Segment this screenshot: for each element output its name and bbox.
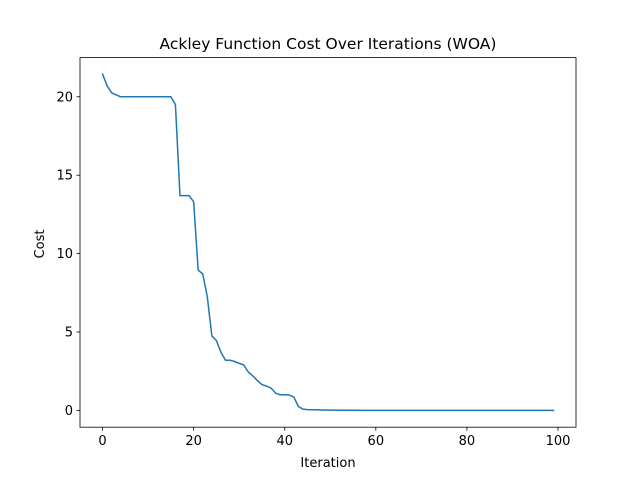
- x-tick-label: 20: [185, 434, 202, 449]
- series-line-0: [101, 73, 555, 412]
- y-tick-label: 0: [65, 404, 73, 419]
- x-tick-label: 80: [459, 434, 476, 449]
- y-tick-label: 20: [56, 90, 73, 105]
- x-axis-label: Iteration: [300, 456, 355, 471]
- y-tick-label: 15: [56, 169, 73, 184]
- plot-frame: [79, 57, 577, 428]
- y-tick-label: 10: [56, 247, 73, 262]
- y-axis-label: Cost: [33, 230, 48, 259]
- x-tick-label: 100: [546, 434, 571, 449]
- chart-title: Ackley Function Cost Over Iterations (WO…: [160, 35, 497, 53]
- x-tick-label: 0: [98, 434, 106, 449]
- y-tick-label: 5: [65, 326, 73, 341]
- plot-area: 0 20 40 60 80 100 0 5 10 15 20: [56, 57, 577, 449]
- x-tick-label: 40: [276, 434, 293, 449]
- x-tick-label: 60: [368, 434, 385, 449]
